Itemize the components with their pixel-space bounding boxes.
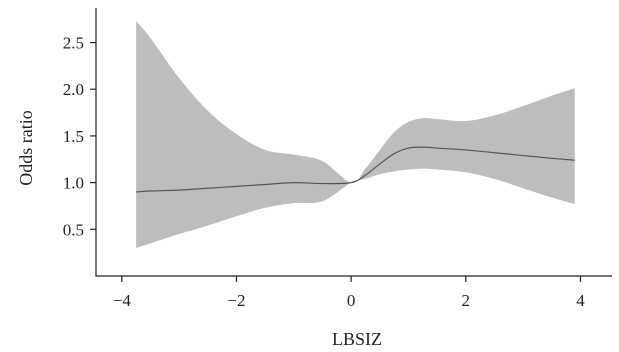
odds-ratio-line — [136, 146, 575, 193]
x-tick-label: 2 — [462, 291, 471, 310]
x-tick-label: 0 — [347, 291, 356, 310]
x-tick-label: −2 — [227, 291, 245, 310]
y-axis-ticks: 0.5 1.0 1.5 2.0 2.5 — [63, 34, 96, 239]
y-tick-label: 1.0 — [63, 174, 84, 193]
y-tick-label: 0.5 — [63, 220, 84, 239]
y-tick-label: 2.5 — [63, 34, 84, 53]
plot-area — [136, 21, 575, 248]
x-axis-ticks: −4 −2 0 2 4 — [113, 276, 585, 310]
y-axis-title: Odds ratio — [16, 110, 36, 186]
x-tick-label: −4 — [113, 291, 132, 310]
x-axis-title: LBSIZ — [332, 329, 382, 349]
y-tick-label: 2.0 — [63, 80, 84, 99]
y-tick-label: 1.5 — [63, 127, 84, 146]
x-tick-label: 4 — [576, 291, 585, 310]
axes-frame — [95, 8, 612, 277]
confidence-band — [136, 21, 575, 248]
